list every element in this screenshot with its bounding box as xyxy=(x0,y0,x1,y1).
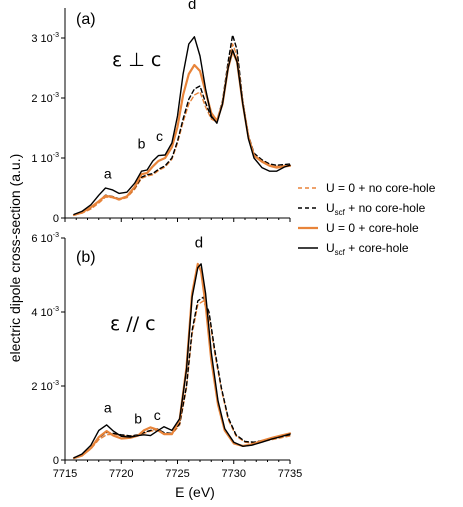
peak-label: c xyxy=(156,128,163,144)
legend: U = 0 + no core-hole Uscf + no core-hole U… xyxy=(298,181,436,257)
y-axis-label: electric dipole cross-section (a.u.) xyxy=(7,154,23,363)
peak-label: b xyxy=(138,135,146,151)
panel-b: 0 2 10-3 4 10-3 6 10-3 7715 7720 7725 7730 7735 (… xyxy=(31,232,302,480)
panel-a: 0 1 10-3 2 10-3 3 10-3 (a) ε ⊥ c a b c d xyxy=(31,0,292,225)
x-axis-label: E (eV) xyxy=(175,484,215,500)
legend-entry: Uscf + no core-hole xyxy=(326,201,426,217)
y-tick-label: 2 10-3 xyxy=(31,92,59,105)
legend-entry: U = 0 + no core-hole xyxy=(326,181,436,195)
series-line xyxy=(73,300,291,459)
x-tick-label: 7730 xyxy=(222,468,246,480)
peak-label: c xyxy=(154,407,161,423)
panel-label: (a) xyxy=(76,11,96,28)
x-tick-label: 7725 xyxy=(165,468,189,480)
y-tick-label: 1 10-3 xyxy=(31,152,59,165)
series-line xyxy=(73,36,291,216)
x-tick-label: 7720 xyxy=(109,468,133,480)
legend-entry: Uscf + core-hole xyxy=(326,241,409,257)
legend-entry: U = 0 + core-hole xyxy=(326,221,419,235)
peak-label: b xyxy=(134,411,142,427)
y-tick-label: 4 10-3 xyxy=(31,306,59,319)
x-tick-label: 7715 xyxy=(53,468,77,480)
peak-label: a xyxy=(104,165,112,181)
panel-label: (b) xyxy=(76,249,96,266)
series-line xyxy=(73,263,291,459)
peak-label: d xyxy=(195,234,203,251)
y-tick-label: 0 xyxy=(53,455,59,467)
x-tick-label: 7735 xyxy=(278,468,302,480)
peak-label: a xyxy=(104,400,112,416)
series-line xyxy=(72,262,292,460)
series-line xyxy=(73,296,291,459)
y-tick-label: 6 10-3 xyxy=(31,232,59,245)
series-line xyxy=(72,50,292,217)
y-tick-label: 0 xyxy=(53,213,59,225)
polarization-label: ε // c xyxy=(110,313,156,335)
y-tick-label: 3 10-3 xyxy=(31,32,59,45)
polarization-label: ε ⊥ c xyxy=(112,49,161,71)
peak-label: d xyxy=(188,0,196,13)
y-tick-label: 2 10-3 xyxy=(31,380,59,393)
series-line xyxy=(73,43,291,216)
